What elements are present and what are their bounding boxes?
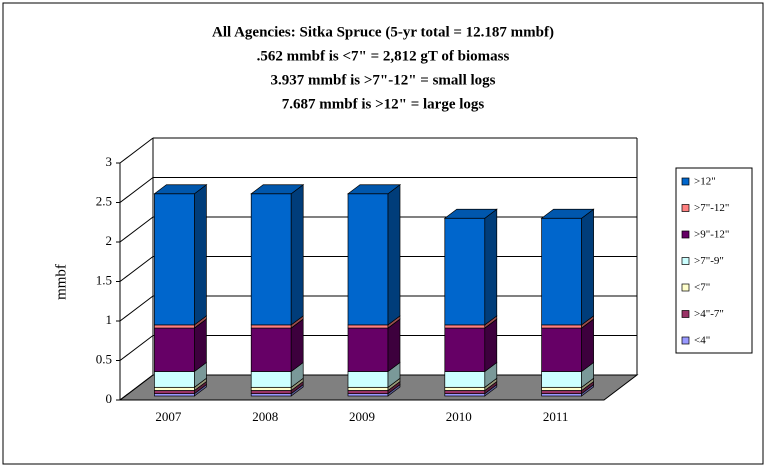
legend-label: >7"-9" bbox=[694, 255, 724, 267]
x-tick-label: 2008 bbox=[252, 409, 278, 424]
bar-segment bbox=[250, 193, 292, 326]
grid-line bbox=[119, 216, 154, 243]
x-tick-label: 2010 bbox=[446, 409, 472, 424]
bar-side bbox=[290, 184, 304, 326]
grid-line bbox=[119, 335, 154, 361]
bar-segment bbox=[541, 393, 582, 397]
bar-side bbox=[581, 208, 594, 326]
grid-line bbox=[119, 256, 154, 282]
legend-label: >12" bbox=[694, 176, 716, 188]
grid-line bbox=[119, 374, 154, 401]
bar-segment bbox=[541, 371, 582, 388]
bar-segment bbox=[541, 327, 582, 372]
subtitle: 3.937 mmbf is >7"-12" = small logs bbox=[271, 72, 496, 88]
grid-line bbox=[119, 295, 154, 322]
bar-segment bbox=[347, 386, 389, 391]
bar-segment bbox=[154, 324, 195, 329]
subtitle: 7.687 mmbf is >12" = large logs bbox=[282, 96, 485, 112]
grid-line bbox=[119, 177, 154, 203]
y-tick-label: 3 bbox=[106, 154, 113, 169]
bar-segment bbox=[541, 386, 582, 391]
legend-label: >9"-12" bbox=[694, 229, 729, 241]
bar-segment bbox=[541, 217, 582, 326]
bar-segment bbox=[154, 386, 195, 391]
bar-segment bbox=[250, 390, 292, 394]
legend-swatch bbox=[681, 230, 690, 239]
grid-line bbox=[119, 137, 154, 164]
bar-top bbox=[346, 184, 402, 195]
y-tick-label: 2 bbox=[106, 233, 113, 248]
bar-segment bbox=[154, 371, 195, 388]
bar-segment bbox=[541, 324, 582, 329]
legend-swatch bbox=[681, 310, 690, 318]
bar-segment bbox=[347, 371, 389, 388]
x-tick-label: 2009 bbox=[349, 409, 375, 424]
bar-segment bbox=[347, 390, 389, 394]
legend-label: <4" bbox=[694, 335, 710, 347]
legend-label: >7"-12" bbox=[694, 202, 729, 214]
bar-side bbox=[194, 184, 207, 326]
y-tick-label: 0 bbox=[106, 391, 113, 406]
bar-top bbox=[443, 208, 498, 219]
legend-label: <7" bbox=[694, 282, 710, 294]
bar-segment bbox=[444, 327, 486, 372]
bar-segment bbox=[444, 217, 486, 326]
bar-segment bbox=[250, 393, 292, 397]
subtitle: .562 mmbf is <7" = 2,812 gT of biomass bbox=[257, 48, 510, 64]
x-tick-label: 2011 bbox=[543, 409, 569, 424]
legend-label: >4"-7" bbox=[694, 308, 724, 320]
bar-segment bbox=[250, 327, 292, 372]
bar-segment bbox=[154, 193, 195, 326]
bar-segment bbox=[250, 371, 292, 388]
legend-swatch bbox=[681, 177, 690, 186]
bar-segment bbox=[347, 324, 389, 329]
bar-top bbox=[540, 208, 595, 219]
bar-segment bbox=[347, 193, 389, 326]
bar-segment bbox=[347, 393, 389, 397]
y-tick-label: 1 bbox=[106, 312, 113, 327]
bar-segment bbox=[154, 390, 195, 394]
bar-segment bbox=[444, 390, 486, 394]
bar-segment bbox=[154, 393, 195, 397]
legend-swatch bbox=[681, 283, 690, 292]
bar-segment bbox=[250, 324, 292, 329]
legend-swatch bbox=[681, 257, 690, 265]
bar-segment bbox=[347, 327, 389, 372]
bar-segment bbox=[444, 371, 486, 388]
y-tick-label: 0.5 bbox=[96, 351, 112, 366]
bar-segment bbox=[444, 324, 486, 329]
bar-side bbox=[387, 184, 401, 326]
legend-swatch bbox=[681, 204, 690, 212]
y-tick-label: 2.5 bbox=[96, 193, 112, 208]
bar-segment bbox=[444, 386, 486, 391]
y-axis-label: mmbf bbox=[53, 264, 69, 300]
y-tick-label: 1.5 bbox=[96, 272, 112, 287]
bar-segment bbox=[444, 393, 486, 397]
legend-swatch bbox=[681, 336, 690, 345]
bar-top bbox=[250, 184, 305, 195]
x-tick-label: 2007 bbox=[155, 409, 182, 424]
chart-title: All Agencies: Sitka Spruce (5-yr total =… bbox=[212, 24, 554, 40]
bar-segment bbox=[154, 327, 195, 372]
bar-top bbox=[153, 184, 208, 195]
bar-segment bbox=[541, 390, 582, 394]
bar-segment bbox=[250, 386, 292, 391]
bar-side bbox=[484, 208, 498, 326]
